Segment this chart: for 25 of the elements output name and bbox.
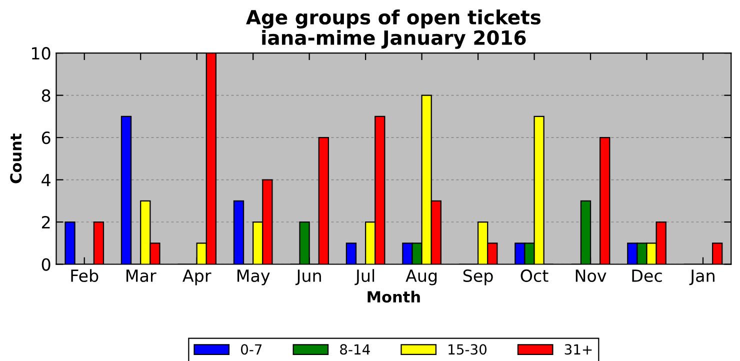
y-tick-label: 8: [42, 89, 50, 102]
y-tick-label: 4: [42, 174, 50, 186]
x-tick-label: Jan: [689, 270, 714, 286]
y-tick-label: 2: [42, 216, 50, 228]
x-tick-label: Apr: [182, 270, 212, 286]
x-tick-label: Sep: [463, 269, 493, 286]
y-tick-label: 6: [42, 132, 50, 144]
x-tick-label: Nov: [576, 270, 606, 282]
x-tick-label: Jun: [295, 270, 321, 286]
legend-label: 0-7: [240, 344, 262, 355]
chart-title: Age groups of open tickets iana-mime January 2016: [246, 10, 541, 49]
y-tick-label: 0: [42, 258, 50, 271]
x-tick-label: Oct: [520, 269, 548, 282]
legend-label: 31+: [564, 344, 592, 355]
y-tick-label: 10: [32, 47, 50, 60]
x-tick-label: May: [237, 270, 270, 286]
x-tick-label: Dec: [632, 270, 662, 282]
x-tick-label: Feb: [71, 269, 98, 282]
x-tick-label: Aug: [406, 270, 437, 286]
x-axis-title: Month: [368, 290, 420, 303]
legend-label: 8-14: [340, 344, 370, 355]
legend-label: 15-30: [448, 344, 486, 355]
y-axis-title: Count: [10, 134, 22, 184]
x-tick-label: Jul: [354, 269, 374, 286]
x-tick-label: Mar: [126, 270, 156, 282]
